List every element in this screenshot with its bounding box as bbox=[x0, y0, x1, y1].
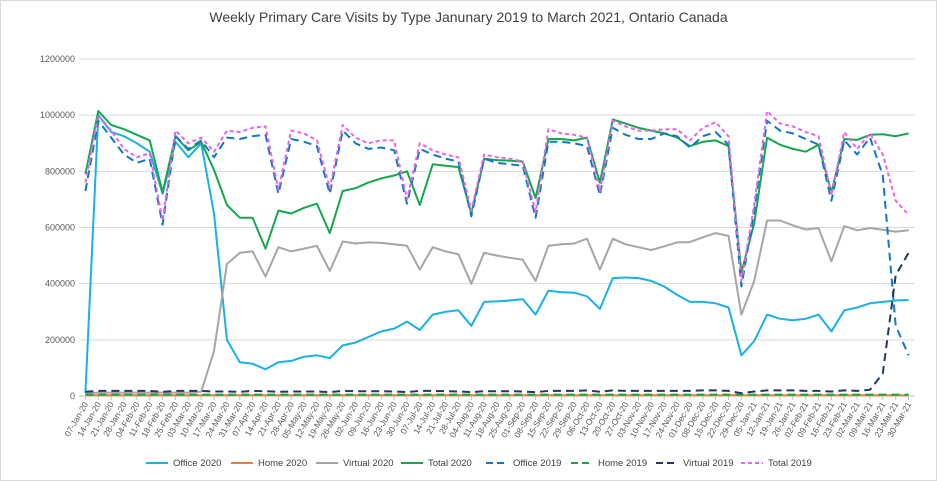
y-tick-label: 1000000 bbox=[40, 110, 75, 120]
gridlines bbox=[79, 58, 915, 397]
legend-label: Virtual 2020 bbox=[343, 458, 394, 469]
x-axis: 07-Jan-2014-Jan-2021-Jan-2028-Jan-2004-F… bbox=[62, 395, 915, 440]
legend-label: Total 2019 bbox=[768, 458, 812, 469]
series-line-total-2019 bbox=[84, 110, 910, 282]
chart-title: Weekly Primary Care Visits by Type Janun… bbox=[209, 9, 728, 25]
series-line-total-2020 bbox=[84, 110, 909, 274]
y-tick-label: 0 bbox=[70, 391, 75, 401]
legend-label: Home 2019 bbox=[598, 458, 647, 469]
series-line-virtual-2019 bbox=[85, 252, 910, 395]
legend-label: Home 2020 bbox=[258, 458, 307, 469]
y-tick-label: 400000 bbox=[45, 279, 75, 289]
y-tick-label: 200000 bbox=[45, 335, 75, 345]
series-line-office-2019 bbox=[84, 119, 910, 356]
legend: Office 2020 Home 2020 Virtual 2020 Total 20… bbox=[146, 458, 812, 469]
plot-area bbox=[84, 110, 910, 397]
legend-label: Office 2020 bbox=[173, 458, 221, 469]
legend-label: Virtual 2019 bbox=[683, 458, 734, 469]
y-tick-label: 600000 bbox=[45, 223, 75, 233]
y-tick-label: 1200000 bbox=[40, 54, 75, 64]
legend-label: Total 2020 bbox=[428, 458, 472, 469]
series-line-virtual-2020 bbox=[85, 219, 909, 395]
y-axis: 0 200000 400000 600000 800000 1000000 1200000 bbox=[40, 54, 75, 401]
legend-label: Office 2019 bbox=[513, 458, 561, 469]
y-tick-label: 800000 bbox=[45, 166, 75, 176]
